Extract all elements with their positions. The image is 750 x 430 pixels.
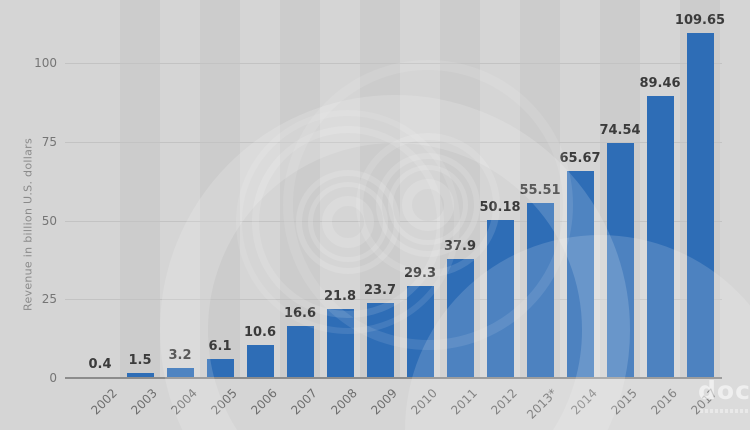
- bar-2014: [566, 171, 594, 378]
- x-tick-label: 2014: [568, 386, 600, 418]
- bar-value-label: 74.54: [599, 123, 641, 138]
- bar-value-label: 16.6: [283, 306, 317, 321]
- bar-value-label: 10.6: [243, 325, 277, 340]
- background-stripe: [600, 0, 640, 378]
- bar-2009: [366, 303, 394, 378]
- y-tick-label: 0: [49, 371, 57, 385]
- x-tick-label: 2010: [408, 386, 440, 418]
- corner-logo-watermark: docc: [698, 376, 750, 405]
- bar-2007: [286, 326, 314, 378]
- background-stripe: [200, 0, 240, 378]
- bar-2013*: [526, 203, 554, 378]
- y-tick-label: 100: [34, 56, 57, 70]
- x-tick-label: 2016: [648, 386, 680, 418]
- bar-2005: [206, 359, 234, 378]
- x-tick-label: 2002: [88, 386, 120, 418]
- bar-value-label: 23.7: [363, 283, 397, 298]
- watermark-ring: [388, 165, 468, 245]
- bar-value-label: 65.67: [559, 151, 601, 166]
- background-stripe: [520, 0, 560, 378]
- bar-2006: [246, 345, 274, 378]
- bar-2010: [406, 286, 434, 378]
- x-tick-label: 2006: [248, 386, 280, 418]
- bar-value-label: 6.1: [208, 339, 232, 354]
- bar-2016: [646, 96, 674, 378]
- watermark-ring: [376, 153, 480, 257]
- bar-2004: [166, 368, 194, 378]
- x-tick-label: 2008: [328, 386, 360, 418]
- x-tick-label: 2004: [168, 386, 200, 418]
- background-stripe: [120, 0, 160, 378]
- bar-value-label: 109.65: [674, 13, 726, 28]
- bar-2008: [326, 309, 354, 378]
- gridline: [65, 141, 722, 143]
- bar-value-label: 3.2: [168, 348, 192, 363]
- x-tick-label: 2007: [288, 386, 320, 418]
- watermark-ring: [236, 110, 460, 334]
- background-stripe: [280, 0, 320, 378]
- bar-2003: [126, 373, 154, 378]
- bar-value-label: 0.4: [88, 357, 112, 372]
- bar-2011: [446, 259, 474, 378]
- x-tick-label: 2005: [208, 386, 240, 418]
- bar-value-label: 29.3: [403, 266, 437, 281]
- corner-logo-tagline: [700, 409, 748, 413]
- x-tick-label: 2003: [128, 386, 160, 418]
- bar-2015: [606, 143, 634, 378]
- gridline: [65, 63, 722, 64]
- bar-value-label: 50.18: [479, 200, 521, 215]
- watermark-ring: [402, 179, 454, 231]
- bar-value-label: 89.46: [639, 76, 681, 91]
- watermark-ring: [405, 235, 750, 430]
- x-tick-label: 2015: [608, 386, 640, 418]
- watermark-ring: [252, 126, 444, 318]
- watermark-ring: [283, 60, 573, 350]
- y-axis-title: Revenue in billion U.S. dollars: [21, 138, 35, 312]
- watermark-ring: [160, 95, 630, 430]
- gridline: [65, 220, 722, 222]
- bar-value-label: 55.51: [519, 183, 561, 198]
- x-axis-line: [65, 377, 722, 379]
- x-tick-label: 2013*: [524, 386, 560, 422]
- bar-2012: [486, 220, 514, 378]
- gridline: [65, 299, 722, 301]
- bar-value-label: 21.8: [323, 289, 357, 304]
- watermark-ring: [308, 182, 388, 262]
- bar-2002: [86, 377, 114, 378]
- x-tick-label: 2011: [448, 386, 480, 418]
- background-stripe: [680, 0, 720, 378]
- background-stripe: [440, 0, 480, 378]
- x-tick-label: 2017: [688, 386, 720, 418]
- x-tick-label: 2009: [368, 386, 400, 418]
- bar-value-label: 37.9: [443, 239, 477, 254]
- watermark-ring: [296, 170, 400, 274]
- background-stripe: [360, 0, 400, 378]
- bar-value-label: 1.5: [128, 353, 152, 368]
- watermark-ring: [356, 133, 500, 277]
- watermark-ring: [322, 196, 374, 248]
- x-tick-label: 2012: [488, 386, 520, 418]
- bar-2017: [686, 33, 714, 378]
